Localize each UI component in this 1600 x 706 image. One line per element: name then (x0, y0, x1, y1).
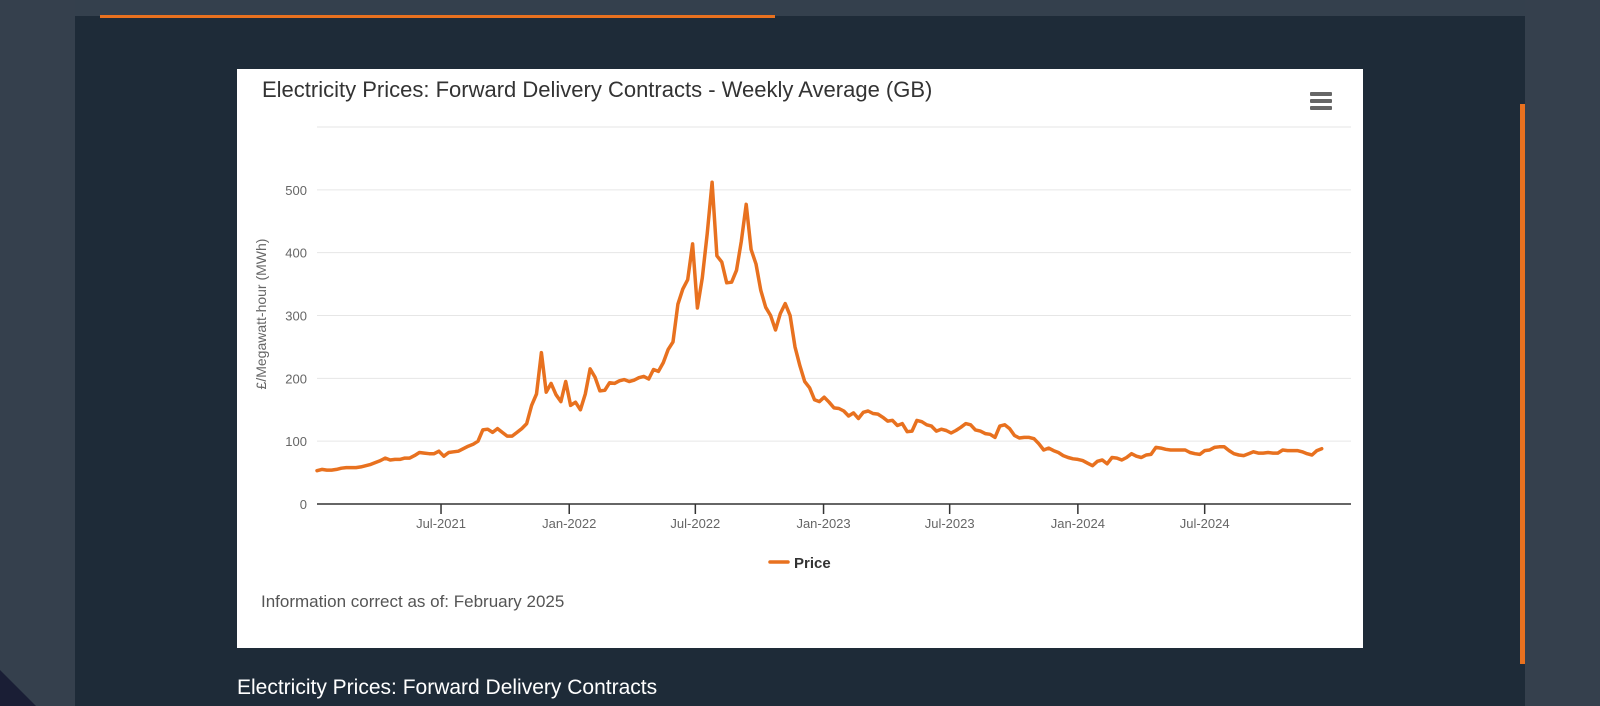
y-axis-ticks: 0 100 200 300 400 500 (285, 183, 307, 512)
y-tick-label-0: 0 (300, 497, 307, 512)
x-tick-label-jan-2023: Jan-2023 (796, 516, 850, 531)
y-tick-label-200: 200 (285, 371, 307, 386)
chart-legend[interactable]: Price (768, 555, 831, 572)
x-tick-label-jan-2022: Jan-2022 (542, 516, 596, 531)
info-note: Information correct as of: February 2025 (261, 592, 565, 611)
corner-decoration (0, 670, 36, 706)
scroll-accent-bar[interactable] (1520, 104, 1525, 664)
legend-label-price: Price (794, 555, 831, 572)
series-line-price[interactable] (315, 180, 1324, 473)
x-tick-label-jan-2024: Jan-2024 (1051, 516, 1105, 531)
x-axis-ticks: Jul-2021 Jan-2022 Jul-2022 Jan-2023 Jul-2023… (416, 504, 1230, 531)
chart-title: Electricity Prices: Forward Delivery Con… (262, 77, 933, 102)
x-tick-label-jul-2022: Jul-2022 (670, 516, 720, 531)
hamburger-menu-icon (1310, 92, 1332, 110)
x-tick-label-jul-2021: Jul-2021 (416, 516, 466, 531)
chart-card: Electricity Prices: Forward Delivery Con… (237, 69, 1363, 648)
y-axis-title: £/Megawatt-hour (MWh) (253, 239, 269, 390)
y-tick-label-400: 400 (285, 246, 307, 261)
x-tick-label-jul-2023: Jul-2023 (925, 516, 975, 531)
x-tick-label-jul-2024: Jul-2024 (1180, 516, 1230, 531)
y-tick-label-300: 300 (285, 309, 307, 324)
y-tick-label-500: 500 (285, 183, 307, 198)
active-tab-indicator (100, 15, 775, 18)
y-tick-label-100: 100 (285, 434, 307, 449)
section-heading: Electricity Prices: Forward Delivery Con… (237, 676, 658, 699)
grid-lines (317, 126, 1351, 505)
tab-strip (75, 0, 1525, 18)
chart-menu-button[interactable] (1307, 89, 1335, 113)
